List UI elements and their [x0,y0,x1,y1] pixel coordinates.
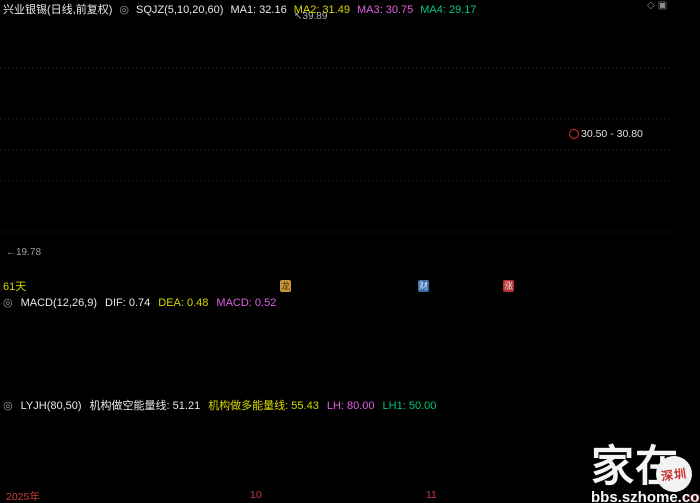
macd-header: ◎ MACD(12,26,9) DIF: 0.74 DEA: 0.48 MACD: 0.… [3,296,284,309]
pane-controls: ◇ ▣ [644,0,667,11]
indicator-settings-icon[interactable]: ◎ [119,4,129,16]
low-price-label: ←19.78 [6,247,42,258]
indicator-name[interactable]: SQJZ(5,10,20,60) [136,4,224,16]
symbol-title: 兴业银锡(日线,前复权) [3,4,113,16]
gap-annotation: 30.50 - 30.80 [569,128,643,140]
macd-settings-icon[interactable]: ◎ [3,297,13,309]
dea-value: DEA: 0.48 [158,297,209,309]
gap-range-label: 30.50 - 30.80 [581,128,643,140]
lyjh-header: ◎ LYJH(80,50) 机构做空能量线: 51.21 机构做多能量线: 55.43… [3,397,444,413]
timeline-month-10: 10 [250,489,262,501]
peak-arrow-icon: ↖ [294,11,303,22]
lh1-value: LH1: 50.00 [382,400,437,412]
main-pane [0,67,672,233]
macd-value: MACD: 0.52 [216,297,277,309]
lyjh-name[interactable]: LYJH(80,50) [20,400,82,412]
event-marker-limitup[interactable]: 涨 [503,280,514,292]
diamond-icon[interactable]: ◇ [647,0,655,11]
period-label: 日线 [684,494,700,503]
gap-marker-icon [569,129,579,139]
lh-value: LH: 80.00 [326,400,375,412]
dif-value: DIF: 0.74 [105,297,151,309]
event-marker-finance[interactable]: 财 [418,280,429,292]
ma1-value: MA1: 32.16 [230,4,287,16]
ma4-value: MA4: 29.17 [420,4,477,16]
low-arrow-icon: ← [6,247,16,258]
ma3-value: MA3: 30.75 [356,4,414,16]
peak-price-label: ↖39.89 [294,11,328,22]
short-energy-value: 机构做空能量线: 51.21 [89,400,201,412]
lyjh-settings-icon[interactable]: ◎ [3,400,13,412]
event-marker-dragon[interactable]: 龙 [280,280,291,292]
timeline-year: 2025年 [6,491,40,503]
ma2-value: MA2: 31.49 [293,4,350,16]
quote-header: 兴业银锡(日线,前复权) ◎ SQJZ(5,10,20,60) MA1: 32.16 M… [3,1,484,17]
days-count-label: 61天 [3,281,27,293]
macd-name[interactable]: MACD(12,26,9) [20,297,98,309]
timeline-month-11: 11 [426,489,437,501]
long-energy-value: 机构做多能量线: 55.43 [208,400,319,412]
window-icon[interactable]: ▣ [657,0,668,11]
